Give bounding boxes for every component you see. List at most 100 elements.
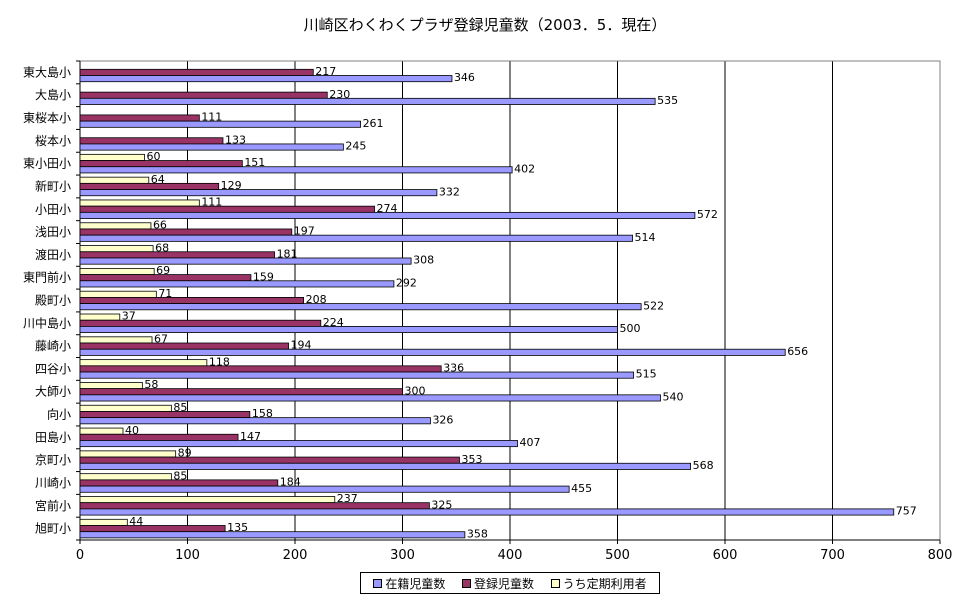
data-label: 40 — [125, 424, 139, 437]
bar — [79, 251, 275, 259]
data-label: 332 — [439, 185, 460, 198]
data-label: 111 — [201, 196, 222, 209]
data-label: 325 — [431, 498, 452, 511]
data-label: 118 — [209, 355, 230, 368]
bar — [79, 176, 150, 184]
data-label: 37 — [122, 310, 136, 323]
bar — [79, 427, 124, 435]
bar — [79, 456, 460, 464]
bar — [79, 97, 656, 105]
bar — [79, 411, 251, 419]
data-label: 208 — [306, 293, 327, 306]
data-label: 336 — [443, 362, 464, 375]
data-label: 111 — [201, 111, 222, 124]
data-label: 68 — [155, 241, 169, 254]
bar — [79, 518, 128, 526]
data-label: 245 — [345, 140, 366, 153]
data-label: 500 — [620, 322, 641, 335]
legend-swatch-registered — [461, 578, 471, 588]
bar — [79, 394, 661, 402]
data-label: 237 — [337, 492, 358, 505]
category-label: 桜本小 — [35, 134, 71, 148]
data-label: 71 — [158, 287, 172, 300]
bar — [79, 531, 466, 539]
bar — [79, 274, 252, 282]
bar — [79, 342, 289, 350]
bar — [79, 371, 635, 379]
data-label: 58 — [144, 378, 158, 391]
bar — [79, 267, 155, 275]
category-label: 浅田小 — [35, 225, 71, 239]
bar — [79, 479, 279, 487]
data-label: 402 — [514, 162, 535, 175]
bar — [79, 280, 395, 288]
x-tick-label: 0 — [76, 548, 84, 563]
bar — [79, 433, 239, 441]
bar — [79, 120, 361, 128]
data-label: 326 — [432, 413, 453, 426]
bar — [79, 189, 438, 197]
bar — [79, 348, 786, 356]
data-label: 159 — [253, 270, 274, 283]
category-label: 大師小 — [35, 385, 71, 399]
bar — [79, 525, 226, 533]
data-label: 292 — [396, 276, 417, 289]
bar — [79, 417, 431, 425]
category-label: 宮前小 — [35, 498, 71, 513]
category-label: 旭町小 — [35, 522, 71, 536]
data-label: 197 — [294, 225, 315, 238]
bar — [79, 222, 152, 230]
data-label: 133 — [225, 133, 246, 146]
data-label: 85 — [173, 401, 187, 414]
legend-swatch-enrolled — [373, 578, 383, 588]
category-label: 京町小 — [35, 453, 71, 467]
category-label: 東小田小 — [23, 157, 71, 171]
x-tick-label: 500 — [605, 548, 630, 563]
data-label: 224 — [323, 316, 344, 329]
category-label: 川崎小 — [35, 476, 71, 490]
data-label: 274 — [377, 202, 398, 215]
bar — [79, 319, 322, 327]
bar — [79, 508, 895, 516]
data-label: 184 — [280, 476, 301, 489]
data-label: 89 — [178, 447, 192, 460]
bar — [79, 496, 336, 504]
category-label: 向小 — [47, 407, 71, 422]
bar — [79, 160, 243, 168]
category-label: 藤崎小 — [35, 339, 71, 353]
bar — [79, 234, 633, 242]
data-label: 64 — [151, 173, 165, 186]
x-tick-label: 800 — [928, 548, 953, 563]
data-label: 147 — [240, 430, 261, 443]
bar — [79, 68, 314, 76]
category-label: 大島小 — [35, 87, 71, 102]
data-label: 194 — [291, 339, 312, 352]
data-label: 69 — [156, 264, 170, 277]
data-label: 572 — [697, 208, 718, 221]
data-label: 346 — [454, 71, 475, 84]
data-label: 151 — [244, 156, 265, 169]
bar — [79, 143, 344, 151]
data-label: 358 — [467, 527, 488, 540]
data-label: 230 — [329, 88, 350, 101]
legend-label-enrolled: 在籍児童数 — [385, 576, 446, 591]
bar — [79, 462, 691, 470]
category-label: 渡田小 — [35, 247, 71, 262]
bar — [79, 290, 157, 298]
bar — [79, 199, 200, 207]
bar — [79, 296, 305, 304]
data-label: 455 — [571, 482, 592, 495]
category-label: 東門前小 — [23, 270, 71, 285]
data-label: 353 — [461, 453, 482, 466]
data-label: 85 — [173, 469, 187, 482]
data-label: 129 — [221, 179, 242, 192]
data-label: 181 — [277, 247, 298, 260]
legend-swatch-regular — [550, 578, 560, 588]
data-label: 540 — [663, 391, 684, 404]
category-label: 東大島小 — [23, 64, 71, 79]
bar — [79, 228, 293, 236]
chart-title: 川崎区わくわくプラザ登録児童数（2003．5．現在） — [303, 16, 667, 34]
bar — [79, 91, 328, 99]
x-tick-label: 300 — [390, 548, 415, 563]
